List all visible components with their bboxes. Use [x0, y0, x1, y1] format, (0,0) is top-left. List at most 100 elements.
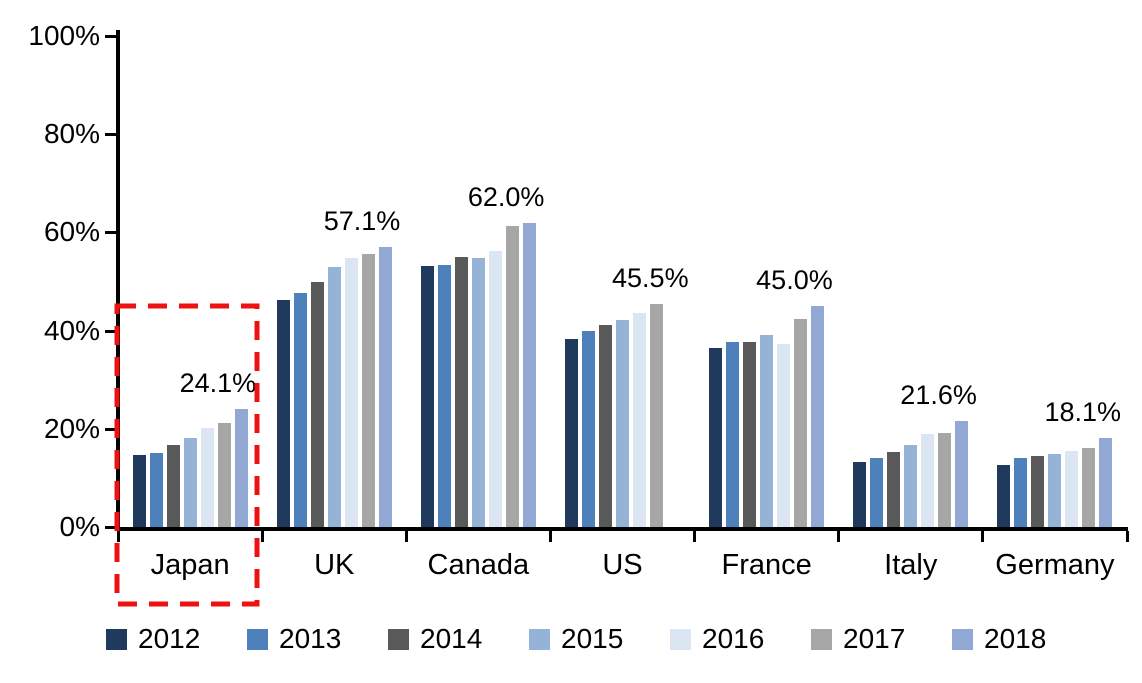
bar-germany-2017: [1082, 448, 1096, 527]
legend-label-2016: 2016: [702, 623, 765, 654]
x-axis-tick: [404, 531, 408, 542]
y-axis-tick: [105, 133, 116, 137]
x-axis-line: [116, 527, 1128, 531]
legend-swatch-2012: [106, 628, 127, 650]
y-axis-tick-label: 40%: [43, 314, 100, 346]
y-axis-tick: [105, 526, 116, 529]
legend-swatch-2014: [388, 628, 409, 650]
legend-item-2017: 2017: [811, 624, 952, 654]
bar-france-2015: [760, 335, 774, 527]
legend-swatch-2016: [670, 628, 691, 650]
data-label-japan: 24.1%: [179, 368, 257, 398]
legend-label-2012: 2012: [138, 623, 201, 654]
bar-germany-2018: [1099, 438, 1113, 527]
category-label-japan: Japan: [150, 549, 230, 581]
y-axis-tick-label: 80%: [43, 118, 100, 150]
bar-canada-2013: [437, 265, 451, 527]
bar-france-2014: [743, 342, 757, 527]
bar-france-2017: [794, 319, 808, 527]
bar-canada-2014: [454, 257, 468, 527]
bar-italy-2014: [887, 452, 901, 527]
bar-italy-2015: [904, 445, 918, 527]
legend-swatch-2018: [952, 628, 973, 650]
legend-swatch-2015: [529, 628, 550, 650]
bar-us-2013: [582, 331, 595, 527]
bar-germany-2015: [1048, 454, 1062, 527]
bar-canada-2015: [471, 258, 485, 527]
x-axis-tick: [116, 531, 120, 542]
category-label-italy: Italy: [884, 549, 938, 581]
bar-us-2014: [599, 325, 612, 527]
y-axis-line: [116, 30, 120, 531]
bar-us-2012: [565, 339, 578, 527]
legend-item-2012: 2012: [106, 624, 247, 654]
bar-japan-2016: [200, 428, 214, 527]
category-label-uk: UK: [314, 549, 355, 581]
legend: 2012 2013 2014 2015 2016 2017 2018: [106, 624, 1093, 654]
bar-uk-2015: [327, 267, 341, 527]
bar-germany-2014: [1031, 456, 1045, 527]
legend-swatch-2017: [811, 628, 832, 650]
bar-italy-2016: [921, 434, 935, 527]
y-axis-tick: [105, 329, 116, 333]
legend-label-2013: 2013: [279, 623, 342, 654]
bar-italy-2012: [853, 462, 867, 527]
legend-label-2018: 2018: [984, 623, 1047, 654]
bar-france-2016: [777, 344, 791, 527]
legend-item-2015: 2015: [529, 624, 670, 654]
y-axis-tick-label: 60%: [43, 216, 100, 248]
bar-canada-2016: [488, 251, 502, 527]
bar-uk-2018: [378, 247, 392, 527]
category-label-us: US: [602, 549, 643, 581]
bar-us-2015: [616, 320, 629, 527]
data-label-uk: 57.1%: [323, 206, 401, 236]
category-label-canada: Canada: [427, 549, 530, 581]
bar-france-2012: [709, 348, 723, 527]
bar-uk-2016: [344, 258, 358, 527]
bar-uk-2012: [276, 300, 290, 527]
y-axis-tick-label: 0%: [59, 511, 100, 542]
y-axis-tick: [105, 427, 116, 431]
bar-uk-2017: [361, 254, 375, 527]
bar-canada-2018: [522, 223, 536, 527]
legend-label-2015: 2015: [561, 623, 624, 654]
data-label-france: 45.0%: [756, 265, 833, 295]
bar-italy-2018: [955, 421, 969, 527]
bar-canada-2017: [505, 226, 519, 527]
bar-france-2013: [726, 342, 740, 527]
bar-uk-2014: [310, 282, 324, 527]
bar-japan-2015: [183, 438, 197, 527]
y-axis-tick: [105, 35, 116, 38]
bar-germany-2013: [1014, 458, 1028, 527]
bar-canada-2012: [420, 266, 434, 527]
x-axis-tick: [837, 531, 841, 542]
x-axis-tick: [1125, 531, 1129, 542]
bar-france-2018: [811, 306, 825, 527]
legend-label-2017: 2017: [843, 623, 906, 654]
y-axis-tick-label: 100%: [28, 20, 100, 51]
legend-swatch-2013: [247, 628, 268, 650]
bar-japan-2017: [217, 423, 231, 527]
x-axis-tick: [548, 531, 552, 542]
x-axis-tick: [693, 531, 697, 542]
bar-germany-2012: [997, 465, 1011, 527]
bar-us-2016: [633, 313, 646, 527]
highlight-rect: [114, 303, 260, 607]
bar-italy-2017: [938, 433, 952, 527]
x-axis-tick: [260, 531, 264, 542]
bar-germany-2016: [1065, 451, 1079, 527]
legend-label-2014: 2014: [420, 623, 483, 654]
bar-uk-2013: [293, 293, 307, 527]
legend-item-2013: 2013: [247, 624, 388, 654]
category-label-germany: Germany: [995, 549, 1115, 581]
data-label-italy: 21.6%: [900, 380, 977, 410]
category-label-france: France: [721, 549, 812, 581]
data-label-us: 45.5%: [612, 263, 689, 293]
bar-japan-2012: [132, 455, 146, 527]
highlight-dashed-box: [114, 303, 260, 607]
bar-japan-2013: [149, 453, 163, 527]
x-axis-tick: [981, 531, 985, 542]
legend-item-2014: 2014: [388, 624, 529, 654]
bar-japan-2014: [166, 445, 180, 527]
